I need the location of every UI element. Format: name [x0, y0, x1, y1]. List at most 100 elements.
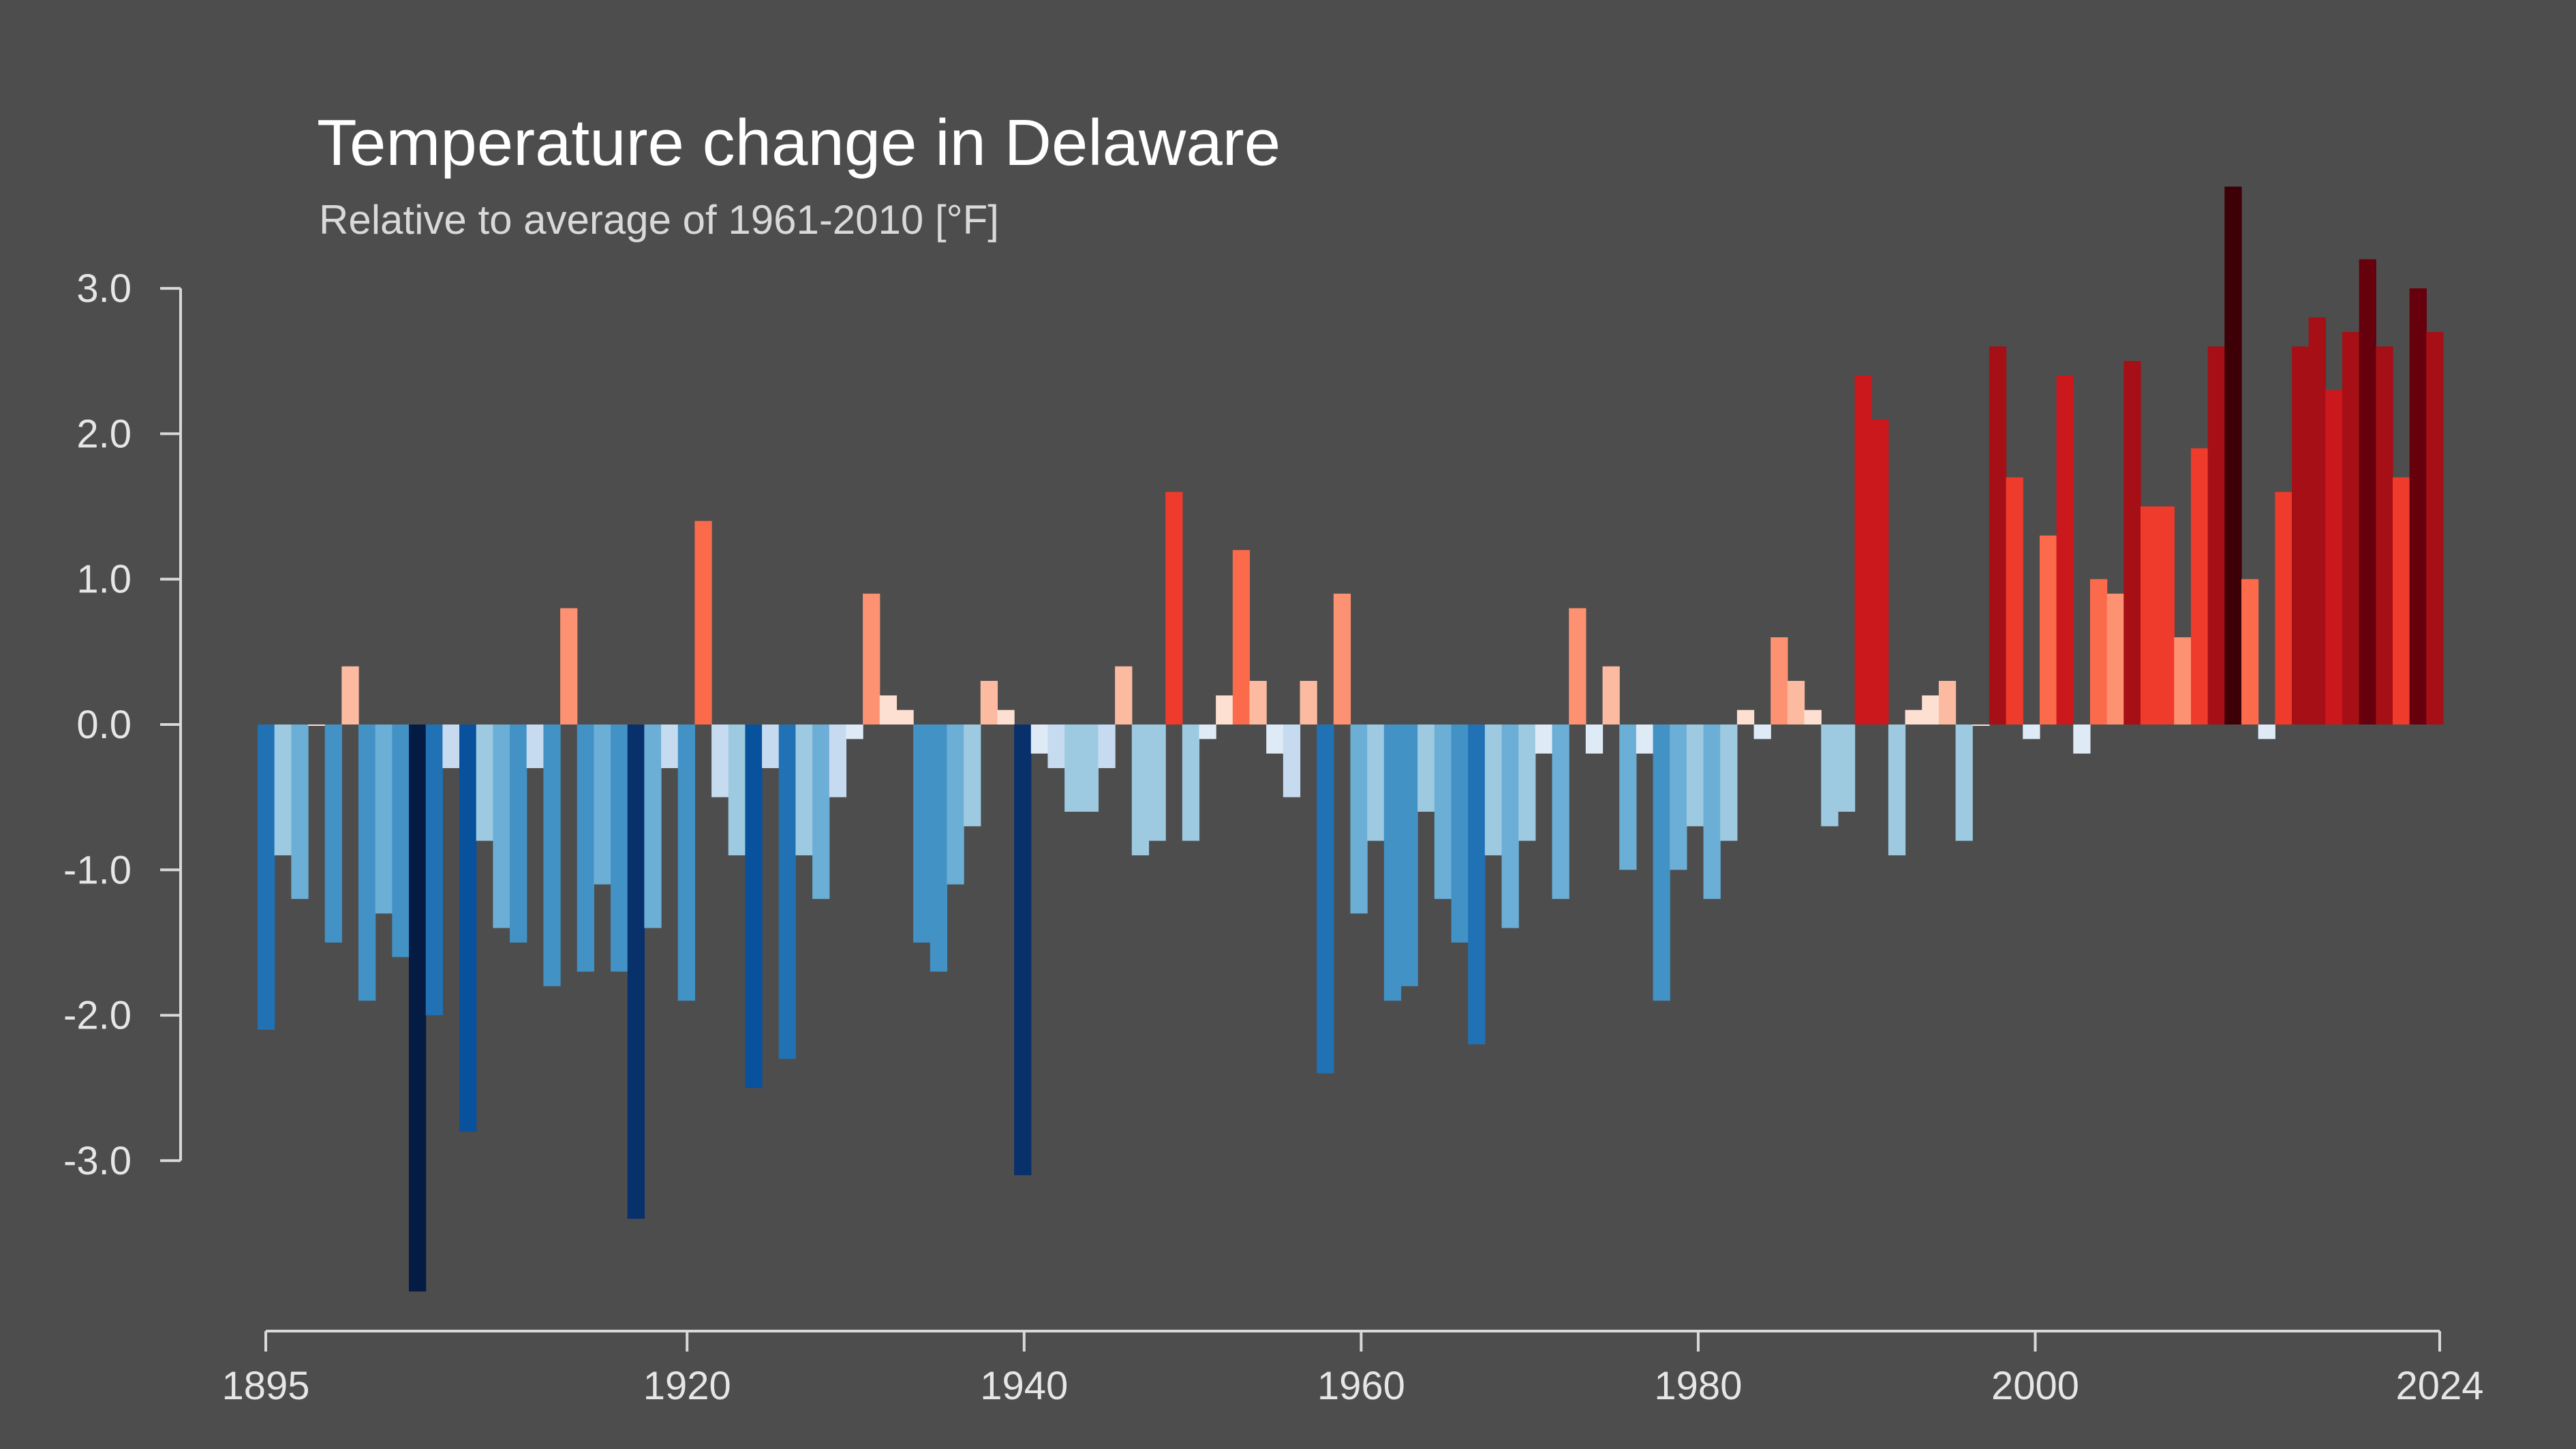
- bar-2005: [2106, 594, 2124, 724]
- bar-1926: [778, 724, 797, 1059]
- bar-1897: [291, 724, 309, 899]
- bar-1962: [1383, 724, 1402, 1001]
- bar-1936: [947, 724, 964, 885]
- bar-1901: [358, 724, 376, 1001]
- bar-1906: [442, 724, 460, 768]
- bar-1908: [476, 724, 493, 841]
- bar-1993: [1905, 710, 1922, 724]
- bar-1929: [829, 724, 847, 797]
- x-tick-label: 1960: [1317, 1364, 1405, 1408]
- bar-1973: [1569, 608, 1586, 724]
- y-tick-label: 2.0: [76, 412, 132, 456]
- bar-1942: [1047, 724, 1065, 768]
- bar-1899: [324, 724, 342, 943]
- x-axis: 1895 1920 1940 1960 1980 2000 2024: [221, 1330, 2484, 1408]
- bar-1916: [611, 724, 628, 972]
- bar-1902: [375, 724, 393, 914]
- x-tick-label: 1895: [221, 1364, 309, 1408]
- bar-1917: [627, 724, 645, 1219]
- y-axis: 3.0 2.0 1.0 0.0 -1.0 -2.0 -3.0: [63, 266, 182, 1183]
- bar-1971: [1535, 724, 1553, 754]
- bar-1960: [1350, 724, 1368, 914]
- bar-1956: [1283, 724, 1301, 797]
- bar-1988: [1821, 724, 1839, 827]
- bar-1998: [1989, 346, 2007, 724]
- bar-2016: [2291, 346, 2310, 724]
- bar-1939: [997, 710, 1015, 724]
- bar-1931: [863, 594, 880, 724]
- y-tick-label: -2.0: [63, 994, 132, 1038]
- bar-1904: [409, 724, 427, 1292]
- bar-2014: [2258, 724, 2275, 739]
- bar-1949: [1165, 491, 1183, 724]
- bar-1959: [1333, 594, 1351, 724]
- bar-1995: [1938, 681, 1957, 724]
- y-tick-label: -1.0: [63, 848, 132, 892]
- bar-1911: [526, 724, 544, 768]
- bar-1919: [661, 724, 679, 768]
- bar-1957: [1300, 681, 1317, 724]
- bar-1915: [594, 724, 611, 885]
- bar-1943: [1064, 724, 1082, 812]
- bar-1898: [308, 724, 326, 726]
- bar-1928: [812, 724, 830, 899]
- bar-2018: [2325, 390, 2343, 724]
- bar-1986: [1787, 681, 1805, 724]
- bar-1941: [1030, 724, 1049, 754]
- bar-1964: [1417, 724, 1435, 812]
- y-tick-label: 1.0: [76, 558, 132, 602]
- bar-2022: [2392, 477, 2410, 724]
- bar-1933: [896, 710, 914, 724]
- bar-1996: [1955, 724, 1973, 841]
- bar-2002: [2056, 376, 2074, 724]
- bar-1978: [1653, 724, 1670, 1001]
- y-tick-label: 3.0: [76, 266, 132, 311]
- bar-2013: [2241, 579, 2259, 724]
- bar-1991: [1871, 419, 1889, 724]
- bar-1958: [1317, 724, 1334, 1073]
- bars-group: [258, 186, 2444, 1292]
- x-tick-label: 1940: [980, 1364, 1068, 1408]
- bar-2000: [2023, 724, 2040, 739]
- bar-1985: [1770, 637, 1788, 724]
- chart-title: Temperature change in Delaware: [317, 106, 1281, 179]
- bar-2021: [2376, 346, 2393, 724]
- bar-1940: [1014, 724, 1032, 1176]
- bar-2024: [2426, 332, 2444, 725]
- bar-1944: [1081, 724, 1099, 812]
- bar-1934: [913, 724, 931, 943]
- bar-1994: [1922, 695, 1939, 724]
- bar-1935: [930, 724, 948, 972]
- bar-2008: [2157, 506, 2175, 724]
- bar-1982: [1720, 724, 1738, 841]
- bar-1925: [762, 724, 780, 768]
- bar-1918: [644, 724, 662, 928]
- bar-1983: [1736, 710, 1755, 724]
- bar-1932: [879, 695, 898, 724]
- bar-2011: [2207, 346, 2225, 724]
- bar-1947: [1131, 724, 1150, 855]
- bar-1895: [258, 724, 275, 1030]
- bar-2019: [2342, 332, 2360, 725]
- bar-2007: [2140, 506, 2158, 724]
- bar-1923: [728, 724, 746, 855]
- bar-2004: [2089, 579, 2108, 724]
- bar-2009: [2174, 637, 2192, 724]
- bar-1972: [1552, 724, 1569, 899]
- bar-1953: [1232, 550, 1251, 724]
- bar-2003: [2073, 724, 2091, 754]
- chart-subtitle: Relative to average of 1961-2010 [°F]: [319, 197, 999, 243]
- bar-1950: [1182, 724, 1200, 841]
- bar-1969: [1501, 724, 1519, 928]
- bar-1937: [964, 724, 981, 827]
- bar-2015: [2275, 491, 2293, 724]
- bar-1966: [1451, 724, 1469, 943]
- bar-2020: [2359, 259, 2376, 724]
- x-tick-label: 2024: [2395, 1364, 2483, 1408]
- bar-1920: [677, 724, 695, 1001]
- bar-1984: [1753, 724, 1771, 739]
- bar-1913: [560, 608, 578, 724]
- bar-1977: [1636, 724, 1654, 754]
- bar-1967: [1468, 724, 1486, 1045]
